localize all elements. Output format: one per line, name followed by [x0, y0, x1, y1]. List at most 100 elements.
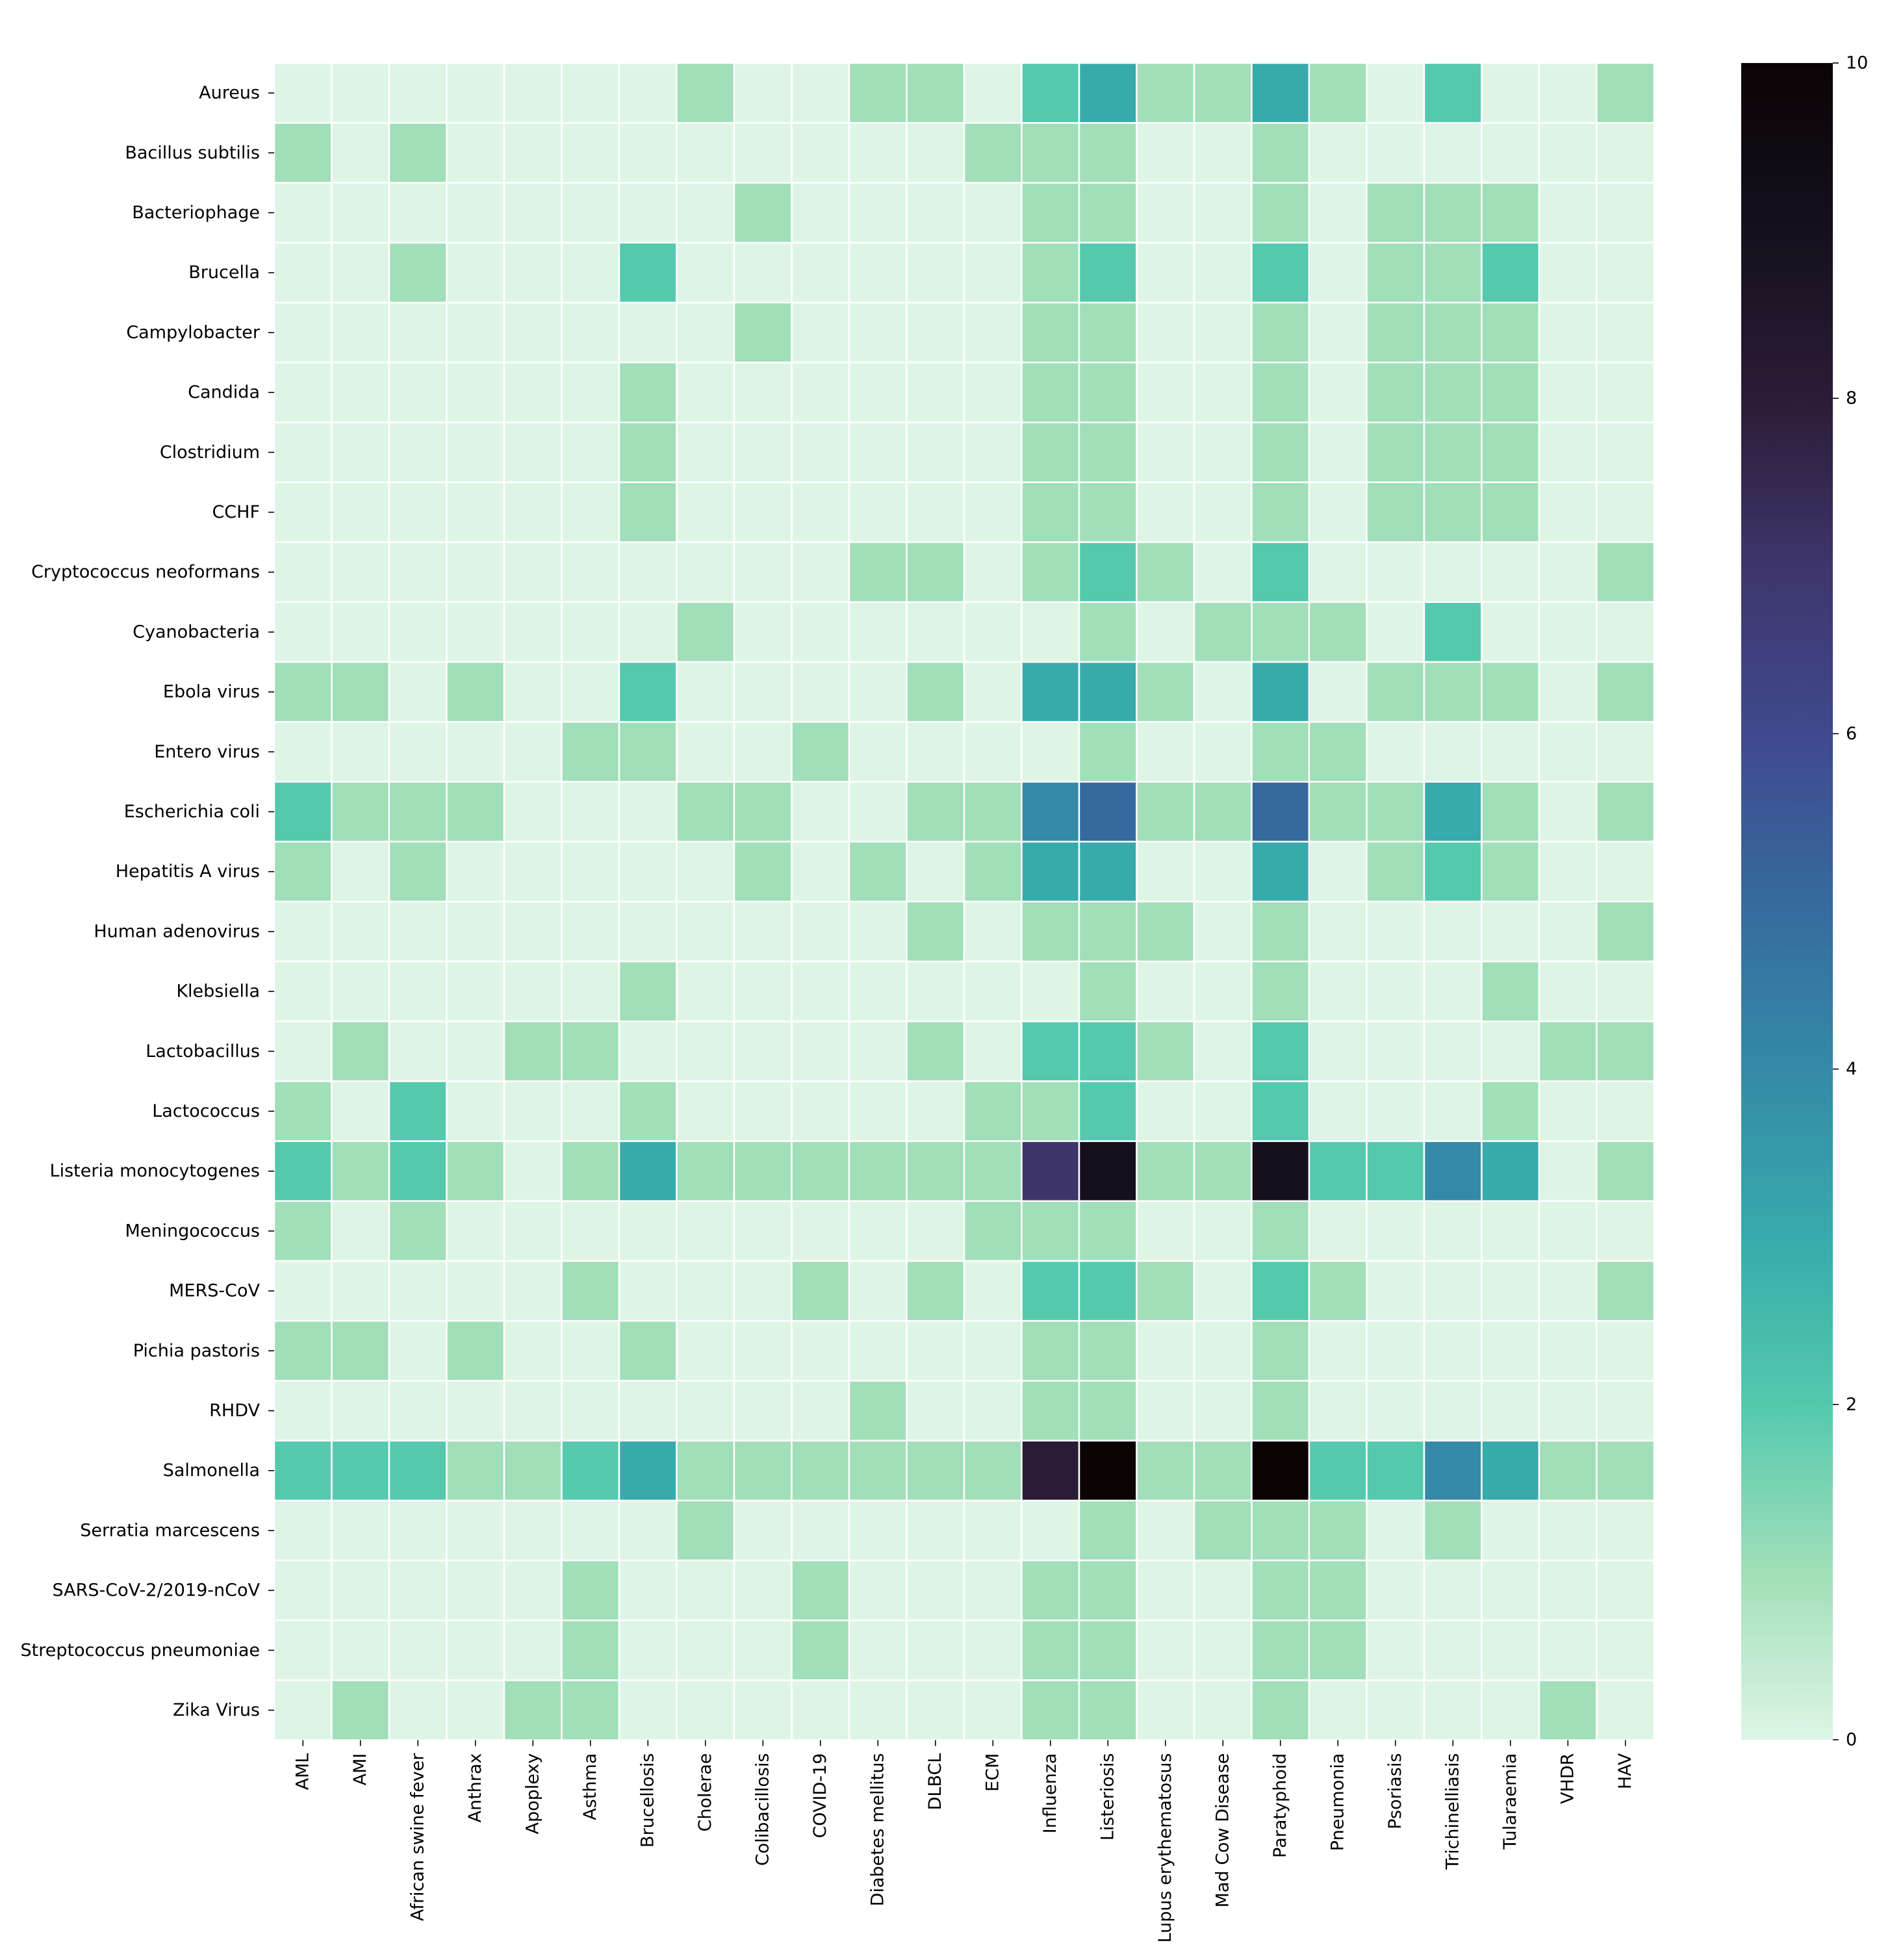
- heatmap-cell-entero-virus-lupus-erythematosus: [1136, 720, 1195, 783]
- heatmap-cell-ebola-virus-dlbcl: [906, 661, 965, 723]
- heatmap-cell-entero-virus-ecm: [963, 720, 1023, 783]
- heatmap-cell-zika-virus-tularaemia: [1481, 1679, 1540, 1741]
- y-tick-label-aureus: Aureus: [199, 83, 260, 103]
- x-tick-label-ami: AMI: [350, 1753, 370, 1786]
- heatmap-cell-brucella-covid-19: [791, 242, 850, 304]
- heatmap-cell-listeria-monocytogenes-lupus-erythematosus: [1136, 1140, 1195, 1203]
- x-tick-label-trichinelliasis: Trichinelliasis: [1443, 1753, 1463, 1870]
- heatmap-cell-mers-cov-colibacillosis: [733, 1260, 793, 1322]
- heatmap-cell-pichia-pastoris-anthrax: [446, 1319, 505, 1382]
- colorbar-tick-label-0: 0: [1846, 1730, 1857, 1750]
- heatmap-cell-campylobacter-asthma: [561, 301, 620, 364]
- heatmap-cell-cyanobacteria-anthrax: [446, 601, 505, 663]
- heatmap-cell-zika-virus-psoriasis: [1366, 1679, 1425, 1741]
- y-tick-label-meningococcus: Meningococcus: [125, 1221, 260, 1241]
- heatmap-cell-bacteriophage-ami: [331, 182, 390, 244]
- heatmap-cell-rhdv-asthma: [561, 1380, 620, 1442]
- heatmap-cell-sars-cov-2-2019-ncov-mad-cow-disease: [1193, 1559, 1253, 1622]
- heatmap-cell-pichia-pastoris-diabetes-mellitus: [848, 1319, 908, 1382]
- heatmap-cell-bacillus-subtilis-pneumonia: [1308, 121, 1368, 184]
- heatmap-cell-candida-african-swine-fever: [388, 361, 448, 424]
- heatmap-cell-ebola-virus-tularaemia: [1481, 661, 1540, 723]
- heatmap-cell-campylobacter-listeriosis: [1078, 301, 1138, 364]
- heatmap-cell-brucella-vhdr: [1538, 242, 1598, 304]
- heatmap-cell-sars-cov-2-2019-ncov-african-swine-fever: [388, 1559, 448, 1622]
- heatmap-cell-cyanobacteria-listeriosis: [1078, 601, 1138, 663]
- heatmap-cell-salmonella-mad-cow-disease: [1193, 1440, 1253, 1502]
- x-tick-label-anthrax: Anthrax: [465, 1753, 485, 1823]
- heatmap-cell-ebola-virus-diabetes-mellitus: [848, 661, 908, 723]
- heatmap-cell-hepatitis-a-virus-african-swine-fever: [388, 841, 448, 903]
- heatmap-cell-brucella-mad-cow-disease: [1193, 242, 1253, 304]
- heatmap-cell-cryptococcus-neoformans-ecm: [963, 541, 1023, 604]
- heatmap-cell-rhdv-diabetes-mellitus: [848, 1380, 908, 1442]
- heatmap-cell-ebola-virus-listeriosis: [1078, 661, 1138, 723]
- heatmap-cell-clostridium-ecm: [963, 421, 1023, 483]
- heatmap-cell-salmonella-pneumonia: [1308, 1440, 1368, 1502]
- heatmap-cell-campylobacter-aml: [273, 301, 333, 364]
- heatmap-cell-clostridium-covid-19: [791, 421, 850, 483]
- heatmap-cell-ebola-virus-influenza: [1021, 661, 1080, 723]
- heatmap-cell-lactobacillus-vhdr: [1538, 1020, 1598, 1082]
- heatmap-cell-lactococcus-diabetes-mellitus: [848, 1080, 908, 1142]
- heatmap-cell-mers-cov-covid-19: [791, 1260, 850, 1322]
- heatmap-cell-cchf-cholerae: [676, 481, 735, 543]
- heatmap-cell-listeria-monocytogenes-influenza: [1021, 1140, 1080, 1203]
- heatmap-cell-entero-virus-listeriosis: [1078, 720, 1138, 783]
- heatmap-cell-hepatitis-a-virus-vhdr: [1538, 841, 1598, 903]
- heatmap-cell-candida-vhdr: [1538, 361, 1598, 424]
- heatmap-cell-serratia-marcescens-mad-cow-disease: [1193, 1499, 1253, 1562]
- heatmap-cell-aureus-trichinelliasis: [1423, 62, 1483, 124]
- heatmap-cell-cyanobacteria-covid-19: [791, 601, 850, 663]
- heatmap-cell-mers-cov-cholerae: [676, 1260, 735, 1322]
- heatmap-cell-candida-aml: [273, 361, 333, 424]
- heatmap-cell-human-adenovirus-ecm: [963, 900, 1023, 963]
- heatmap-cell-salmonella-paratyphoid: [1251, 1440, 1310, 1502]
- heatmap-cell-aureus-influenza: [1021, 62, 1080, 124]
- heatmap-cell-bacteriophage-paratyphoid: [1251, 182, 1310, 244]
- heatmap-cell-aureus-listeriosis: [1078, 62, 1138, 124]
- heatmap-cell-campylobacter-mad-cow-disease: [1193, 301, 1253, 364]
- heatmap-cell-cchf-trichinelliasis: [1423, 481, 1483, 543]
- heatmap-cell-human-adenovirus-ami: [331, 900, 390, 963]
- heatmap-cell-lactococcus-influenza: [1021, 1080, 1080, 1142]
- heatmap-cell-entero-virus-tularaemia: [1481, 720, 1540, 783]
- heatmap-cell-lactobacillus-ami: [331, 1020, 390, 1082]
- heatmap-cell-clostridium-vhdr: [1538, 421, 1598, 483]
- heatmap-cell-meningococcus-mad-cow-disease: [1193, 1200, 1253, 1262]
- heatmap-cell-rhdv-anthrax: [446, 1380, 505, 1442]
- heatmap-cell-salmonella-cholerae: [676, 1440, 735, 1502]
- heatmap-cell-klebsiella-pneumonia: [1308, 960, 1368, 1023]
- heatmap-cell-hepatitis-a-virus-psoriasis: [1366, 841, 1425, 903]
- heatmap-cell-human-adenovirus-aml: [273, 900, 333, 963]
- heatmap-cell-mers-cov-brucellosis: [618, 1260, 678, 1322]
- y-tick-label-salmonella: Salmonella: [163, 1460, 260, 1481]
- heatmap-cell-brucella-tularaemia: [1481, 242, 1540, 304]
- heatmap-cell-lactococcus-lupus-erythematosus: [1136, 1080, 1195, 1142]
- heatmap-cell-escherichia-coli-influenza: [1021, 781, 1080, 843]
- heatmap-cell-escherichia-coli-african-swine-fever: [388, 781, 448, 843]
- heatmap-cell-clostridium-mad-cow-disease: [1193, 421, 1253, 483]
- heatmap-cell-salmonella-anthrax: [446, 1440, 505, 1502]
- heatmap-cell-candida-asthma: [561, 361, 620, 424]
- heatmap-cell-bacteriophage-trichinelliasis: [1423, 182, 1483, 244]
- heatmap-cell-serratia-marcescens-apoplexy: [503, 1499, 563, 1562]
- x-tick-label-ecm: ECM: [983, 1753, 1003, 1792]
- heatmap-cell-cchf-tularaemia: [1481, 481, 1540, 543]
- heatmap-cell-mers-cov-ecm: [963, 1260, 1023, 1322]
- heatmap-cell-cyanobacteria-ecm: [963, 601, 1023, 663]
- heatmap-cell-lactococcus-aml: [273, 1080, 333, 1142]
- heatmap-cell-lactobacillus-mad-cow-disease: [1193, 1020, 1253, 1082]
- heatmap-cell-streptococcus-pneumoniae-brucellosis: [618, 1619, 678, 1681]
- heatmap-cell-cchf-aml: [273, 481, 333, 543]
- heatmap-cell-escherichia-coli-vhdr: [1538, 781, 1598, 843]
- heatmap-cell-cyanobacteria-psoriasis: [1366, 601, 1425, 663]
- heatmap-cell-rhdv-covid-19: [791, 1380, 850, 1442]
- heatmap-cell-klebsiella-diabetes-mellitus: [848, 960, 908, 1023]
- heatmap-cell-cchf-listeriosis: [1078, 481, 1138, 543]
- heatmap-cell-brucella-psoriasis: [1366, 242, 1425, 304]
- heatmap-cell-mers-cov-influenza: [1021, 1260, 1080, 1322]
- heatmap-cell-brucella-african-swine-fever: [388, 242, 448, 304]
- heatmap-cell-pichia-pastoris-influenza: [1021, 1319, 1080, 1382]
- heatmap-cell-klebsiella-dlbcl: [906, 960, 965, 1023]
